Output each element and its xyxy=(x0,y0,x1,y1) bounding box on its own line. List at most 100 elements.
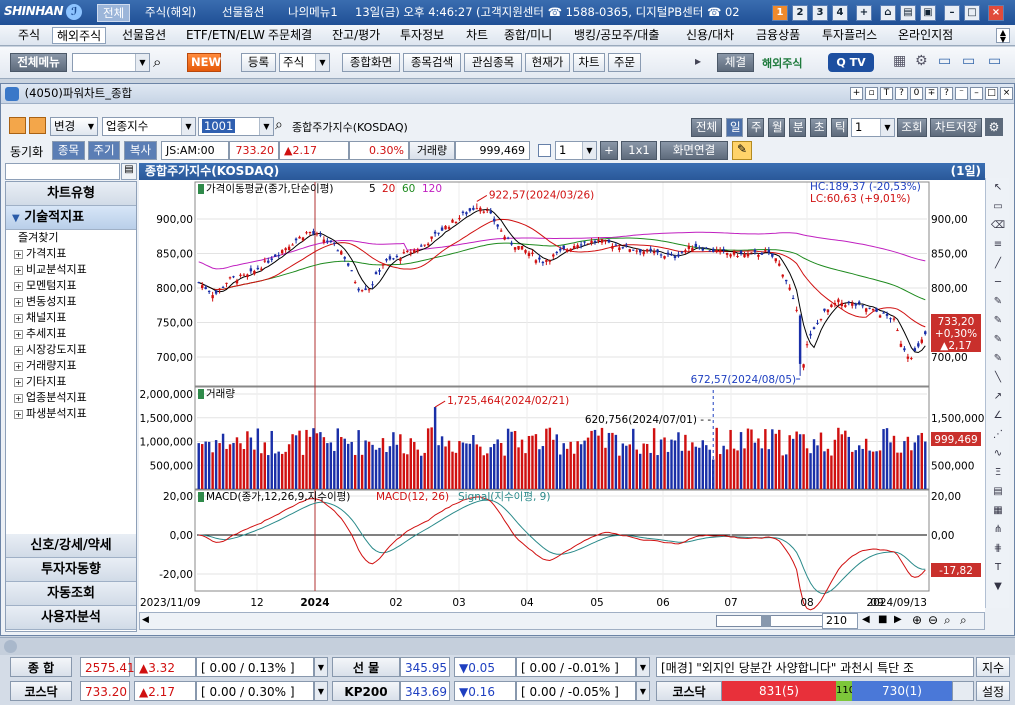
channel-icon[interactable]: ▤ xyxy=(993,486,1003,497)
sync-copy-tab[interactable]: 복사 xyxy=(124,141,157,160)
list-icon[interactable]: ▤ xyxy=(121,163,137,180)
arrow-icon[interactable]: ↗ xyxy=(993,391,1003,402)
overseas-stock-link[interactable]: 해외주식 xyxy=(762,57,803,70)
zoom-in-icon[interactable]: ⊕ xyxy=(912,613,923,627)
pencil-icon[interactable]: ✎ xyxy=(732,141,752,160)
chevron-down-icon[interactable]: ▼ xyxy=(636,681,650,701)
box-icon[interactable]: ▭ xyxy=(993,201,1003,212)
register-button[interactable]: 등록 xyxy=(241,53,276,72)
grid-icon[interactable]: ▦ xyxy=(993,505,1003,516)
tree-item[interactable]: + 파생분석지표 xyxy=(14,407,87,420)
summary-screen-button[interactable]: 종합화면 xyxy=(342,53,400,72)
chevron-down-icon[interactable]: ▼ xyxy=(135,54,149,71)
help-icon[interactable]: ? xyxy=(895,87,908,100)
toolbar-next-icon[interactable]: ▸ xyxy=(695,54,702,68)
expand-icon[interactable]: + xyxy=(14,345,23,355)
text-icon[interactable]: T xyxy=(880,87,893,100)
tech-indicator-header[interactable]: ▼ 기술적지표 xyxy=(6,206,136,230)
auto-lookup-header[interactable]: 자동조회 xyxy=(6,582,136,606)
window-icon[interactable]: ▭ xyxy=(962,53,976,69)
news-ticker[interactable]: [매경] "외지인 당분간 사양합니다" 과천시 특단 조 xyxy=(656,657,974,677)
exec-button[interactable]: 체결 xyxy=(717,53,754,72)
chart-canvas[interactable]: 900,00 900,00 850,00 850,00 800,00 800,00 750,… xyxy=(139,180,985,612)
cursor-icon[interactable]: ↖ xyxy=(993,182,1003,193)
fibonacci-icon[interactable]: Ξ xyxy=(994,467,1002,478)
all-icon[interactable]: ≡ xyxy=(993,239,1003,250)
all-menu-button[interactable]: 전체메뉴 xyxy=(10,53,67,72)
hline-icon[interactable]: ─ xyxy=(994,277,1002,288)
layout-1x1-button[interactable]: 1x1 xyxy=(621,141,657,160)
marker-icon[interactable]: ✎ xyxy=(993,334,1003,345)
investor-trend-header[interactable]: 투자자동향 xyxy=(6,558,136,582)
code-input[interactable]: 1001 ▼ xyxy=(198,117,274,136)
maximize-icon[interactable]: □ xyxy=(985,87,998,100)
zoom-slider-thumb[interactable] xyxy=(761,615,771,627)
tree-favorites[interactable]: 즐겨찾기 xyxy=(18,231,59,244)
tree-item[interactable]: + 기타지표 xyxy=(14,375,67,388)
period-minute-button[interactable]: 분 xyxy=(789,118,806,137)
calculator-icon[interactable]: ▦ xyxy=(893,53,907,69)
index-button[interactable]: 지수 xyxy=(976,657,1010,677)
save-layout-icon[interactable] xyxy=(29,117,46,134)
minimize-icon[interactable]: – xyxy=(970,87,983,100)
highlighter-icon[interactable]: ✎ xyxy=(993,353,1003,364)
memo-icon[interactable]: ∓ xyxy=(925,87,938,100)
current-price-button[interactable]: 현재가 xyxy=(525,53,570,72)
add-icon[interactable]: + xyxy=(850,87,863,100)
home-icon[interactable]: ⌂ xyxy=(880,5,896,21)
sync-period-tab[interactable]: 주기 xyxy=(88,141,120,160)
menu-invest-info[interactable]: 투자정보 xyxy=(400,28,445,42)
tab-futures-options[interactable]: 선물옵션 xyxy=(222,5,265,19)
period-day-button[interactable]: 일 xyxy=(726,118,743,137)
scroll-down-icon[interactable]: ▼ xyxy=(994,581,1002,592)
tree-item[interactable]: + 업종분석지표 xyxy=(14,391,87,404)
stop-icon[interactable]: ■ xyxy=(878,614,888,625)
menu-banking[interactable]: 뱅킹/공모주/대출 xyxy=(574,28,660,42)
period-second-button[interactable]: 초 xyxy=(810,118,827,137)
tree-item[interactable]: + 모멘텀지표 xyxy=(14,279,77,292)
menu-credit[interactable]: 신용/대차 xyxy=(686,28,735,42)
tree-item[interactable]: + 추세지표 xyxy=(14,327,67,340)
expand-icon[interactable]: + xyxy=(14,409,23,419)
chevron-down-icon[interactable]: ▼ xyxy=(87,122,94,131)
watchlist-button[interactable]: 관심종목 xyxy=(464,53,522,72)
chart-save-button[interactable]: 차트저장 xyxy=(930,118,982,137)
screen-2-button[interactable]: 2 xyxy=(792,5,808,21)
restore-icon[interactable]: ⁻ xyxy=(955,87,968,100)
layout-icon[interactable]: ▭ xyxy=(938,53,952,69)
tree-item[interactable]: + 비교분석지표 xyxy=(14,263,87,276)
sync-stock-tab[interactable]: 종목 xyxy=(52,141,85,160)
industry-combo[interactable]: 업종지수 ▼ xyxy=(102,117,196,136)
zoom-out-icon[interactable]: ⊖ xyxy=(928,613,939,627)
menu-order-exec[interactable]: 주문체결 xyxy=(268,28,313,42)
signal-header[interactable]: 신호/강세/약세 xyxy=(6,534,136,558)
chevron-down-icon[interactable]: ▼ xyxy=(314,681,328,701)
menu-online-branch[interactable]: 온라인지점 xyxy=(898,28,954,42)
pencil-icon[interactable]: ✎ xyxy=(993,296,1003,307)
expand-icon[interactable]: + xyxy=(14,361,23,371)
period-tick-button[interactable]: 틱 xyxy=(831,118,848,137)
prev-icon[interactable]: ◀ xyxy=(862,614,870,625)
chart-type-header[interactable]: 차트유형 xyxy=(6,182,136,206)
expand-icon[interactable]: + xyxy=(14,313,23,323)
info-icon[interactable]: 0 xyxy=(910,87,923,100)
change-combo[interactable]: 변경 ▼ xyxy=(50,117,98,136)
period-month-button[interactable]: 월 xyxy=(768,118,785,137)
add-icon[interactable]: + xyxy=(856,5,872,21)
menu-summary-mini[interactable]: 종합/미니 xyxy=(504,28,553,42)
expand-icon[interactable]: + xyxy=(14,329,23,339)
magnify-icon[interactable]: ⌕ xyxy=(944,613,951,627)
expand-icon[interactable]: + xyxy=(14,377,23,387)
tree-item[interactable]: + 가격지표 xyxy=(14,247,67,260)
chevron-down-icon[interactable]: ▼ xyxy=(636,657,650,677)
menu-financial-products[interactable]: 금융상품 xyxy=(756,28,801,42)
stock-combo[interactable]: 주식 ▼ xyxy=(279,53,330,72)
tab-all[interactable]: 전체 xyxy=(97,4,131,22)
search-icon[interactable]: ⌕ xyxy=(275,117,283,133)
menu-etf[interactable]: ETF/ETN/ELW xyxy=(186,28,265,42)
menu-balance[interactable]: 잔고/평가 xyxy=(332,28,381,42)
checkbox[interactable] xyxy=(538,144,551,157)
tv-logo-icon[interactable]: Q TV xyxy=(828,53,874,72)
screen-3-button[interactable]: 3 xyxy=(812,5,828,21)
tree-item[interactable]: + 채널지표 xyxy=(14,311,67,324)
